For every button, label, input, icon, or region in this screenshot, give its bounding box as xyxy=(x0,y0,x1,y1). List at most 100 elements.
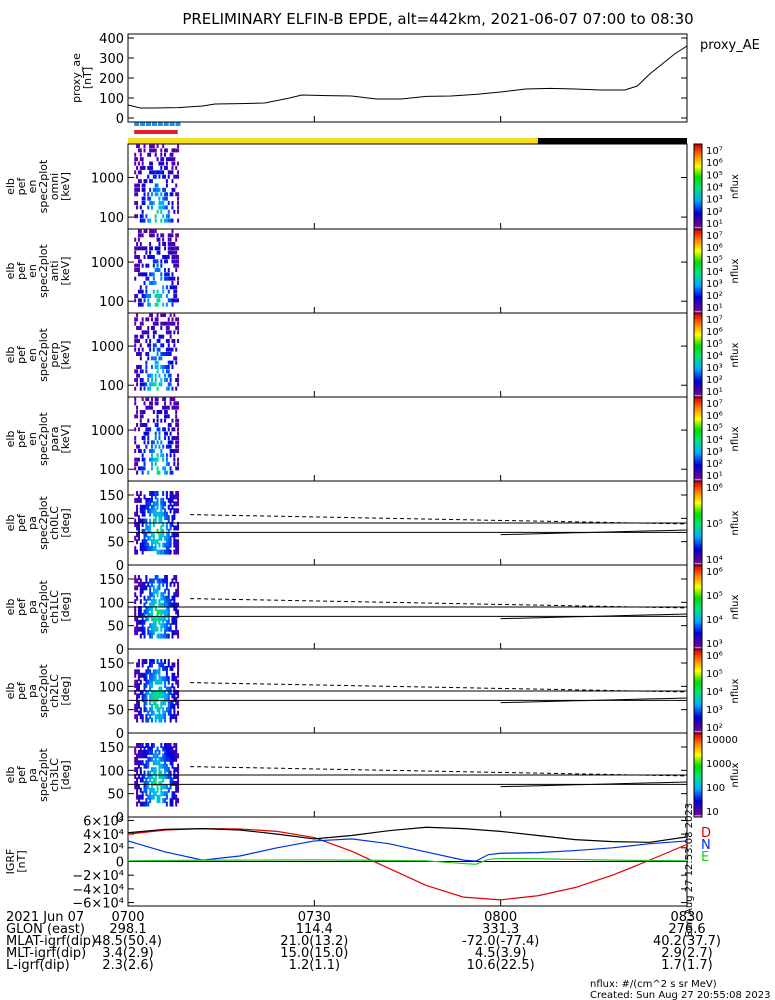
spectrogram-cell xyxy=(154,152,157,157)
y-tick-label: 0 xyxy=(116,811,124,826)
spectrogram-cell xyxy=(139,259,142,264)
spectrogram-cell xyxy=(141,542,144,548)
colorbar-segment xyxy=(694,178,702,181)
spectrogram-cell xyxy=(136,334,139,339)
spectrogram-cell xyxy=(143,801,146,807)
spectrogram-cell xyxy=(149,218,152,223)
colorbar-segment xyxy=(694,636,702,639)
spectrogram-cell xyxy=(143,246,146,251)
spectrogram-cell xyxy=(143,504,146,510)
spectrogram-cell xyxy=(173,774,176,779)
spectrogram-cell xyxy=(150,532,153,538)
spectrogram-cell xyxy=(167,423,170,427)
spectrogram-cell xyxy=(167,276,170,281)
spectrogram-cell xyxy=(158,774,161,779)
spectrogram-cell xyxy=(160,410,163,414)
spectrogram-cell xyxy=(134,714,137,720)
spectrogram-cell xyxy=(162,457,165,462)
colorbar-segment xyxy=(694,380,702,383)
spectrogram-cell xyxy=(137,326,140,330)
spectrogram-cell xyxy=(177,787,180,793)
colorbar-segment xyxy=(694,560,702,564)
spectrogram-cell xyxy=(134,343,137,348)
spectrogram-cell xyxy=(175,679,178,685)
y-tick-label: 50 xyxy=(107,620,124,635)
spectrogram-cell xyxy=(165,532,168,538)
panel-elb_pef_pa_spec2plot_ch1LC: elbpefpaspec2plotch1LC[deg]15010050010⁶1… xyxy=(4,564,741,658)
spectrogram-cell xyxy=(160,440,163,445)
y-axis-label: elb xyxy=(4,683,17,700)
spectrogram-cell xyxy=(147,609,150,615)
colorbar-segment xyxy=(694,550,702,553)
spectrogram-cell xyxy=(173,602,176,608)
spectrogram-cell xyxy=(143,532,146,538)
colorbar-segment xyxy=(694,502,702,505)
spectrogram-cell xyxy=(164,313,167,317)
spectrogram-cell xyxy=(177,462,180,466)
spectrogram-cell xyxy=(177,784,180,790)
spectrogram-cell xyxy=(147,504,150,510)
spectrogram-cell xyxy=(158,201,161,206)
spectrogram-cell xyxy=(165,612,168,618)
spectrogram-cell xyxy=(149,787,152,793)
y-tick-label: 0 xyxy=(116,643,124,658)
colorbar-segment xyxy=(694,167,702,170)
spectrogram-cell xyxy=(145,431,148,436)
spectrogram-cell xyxy=(171,777,174,783)
science-zone-blue-tick xyxy=(175,122,181,126)
spectrogram-cell xyxy=(160,365,163,369)
spectrogram-cell xyxy=(154,676,157,682)
spectrogram-cell xyxy=(139,626,142,632)
colorbar-segment xyxy=(694,306,702,310)
spectrogram-cell xyxy=(147,746,150,752)
spectrogram-cell xyxy=(136,616,139,622)
colorbar-segment xyxy=(694,688,702,692)
spectrogram-cell xyxy=(177,466,180,471)
colorbar-segment xyxy=(694,667,702,671)
spectrogram-cell xyxy=(136,630,139,636)
spectrogram-cell xyxy=(156,703,159,709)
colorbar-segment xyxy=(694,499,702,503)
spectrogram-cell xyxy=(136,693,139,699)
colorbar-segment xyxy=(694,426,702,429)
spectrogram-cell xyxy=(169,626,172,632)
spectrogram-cell xyxy=(164,246,167,251)
spectrogram-cell xyxy=(175,268,178,272)
spectrogram-cell xyxy=(164,575,167,580)
spectrogram-cell xyxy=(177,373,180,378)
spectrogram-cell xyxy=(173,255,176,259)
spectrogram-cell xyxy=(149,669,152,675)
colorbar-segment xyxy=(694,674,702,677)
spectrogram-cell xyxy=(167,767,170,773)
spectrogram-cell xyxy=(175,784,178,790)
spectrogram-cell xyxy=(165,255,168,259)
spectrogram-cell xyxy=(164,405,167,410)
spectrogram-cell xyxy=(156,414,159,419)
spectrogram-cell xyxy=(149,756,152,762)
spectrogram-cell xyxy=(160,165,163,170)
spectrogram-cell xyxy=(147,431,150,436)
spectrogram-cell xyxy=(173,187,176,192)
spectrogram-cell xyxy=(150,165,153,170)
y-tick-label: 1000 xyxy=(91,424,124,439)
spectrogram-cell xyxy=(175,192,178,197)
spectrogram-cell xyxy=(150,599,153,605)
spectrogram-cell xyxy=(149,659,152,664)
spectrogram-cell xyxy=(137,612,140,618)
spectrogram-cell xyxy=(171,229,174,233)
colorbar-tick-label: 10¹ xyxy=(706,471,723,482)
spectrogram-cell xyxy=(173,515,176,521)
spectrogram-cell xyxy=(162,205,165,210)
spectrogram-cell xyxy=(139,246,142,251)
spectrogram-cell xyxy=(150,693,153,699)
spectrogram-cell xyxy=(156,321,159,326)
spectrogram-cell xyxy=(167,242,170,246)
colorbar-segment xyxy=(694,250,702,253)
colorbar-tick-label: 10⁶ xyxy=(706,158,723,169)
spectrogram-cell xyxy=(150,539,153,545)
spectrogram-cell xyxy=(149,386,152,391)
spectrogram-cell xyxy=(164,535,167,541)
spectrogram-cell xyxy=(158,686,161,692)
spectrogram-cell xyxy=(158,242,161,246)
spectrogram-cell xyxy=(165,148,168,153)
